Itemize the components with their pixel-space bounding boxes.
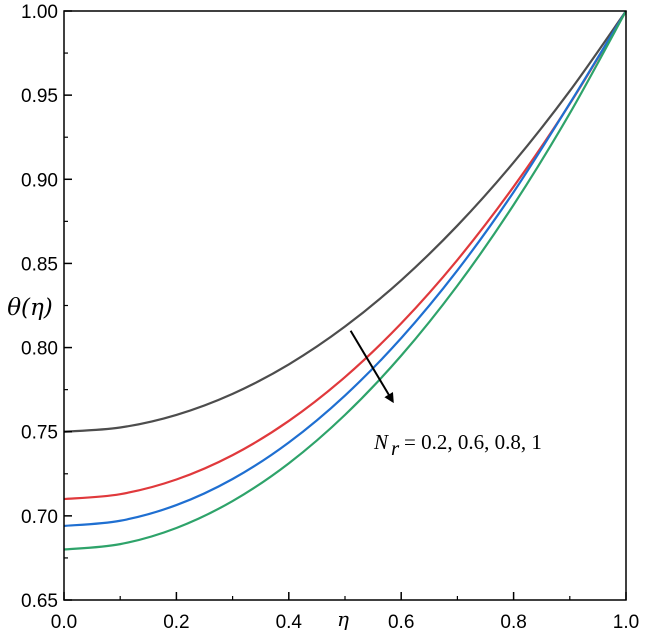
tick-marks: [63, 10, 627, 601]
x-tick-label: 1.0: [613, 612, 639, 633]
x-tick-label: 0.6: [388, 612, 414, 633]
x-tick-label: 0.2: [163, 612, 189, 633]
x-tick-label: 0.0: [51, 612, 77, 633]
y-tick-label: 0.95: [21, 86, 58, 107]
y-axis-title: θ(η): [7, 295, 53, 321]
series-layer: [63, 10, 627, 551]
annotation-arrow: [349, 330, 394, 404]
series-annotation: N r = 0.2, 0.6, 0.8, 1: [349, 330, 542, 460]
annotation-symbol: N: [373, 430, 389, 454]
y-tick-label: 0.90: [21, 170, 58, 191]
y-tick-label: 0.75: [21, 423, 58, 444]
y-tick-label: 0.65: [21, 591, 58, 612]
y-tick-label: 1.00: [21, 2, 58, 23]
axes: [63, 10, 627, 601]
y-tick-label: 0.80: [21, 339, 58, 360]
series-line-1: [63, 10, 627, 433]
annotation-text: = 0.2, 0.6, 0.8, 1: [404, 430, 542, 454]
series-line-2: [63, 10, 627, 501]
y-tick-label: 0.85: [21, 254, 58, 275]
y-tick-label: 0.70: [21, 507, 58, 528]
plot-frame: [63, 10, 627, 601]
series-line-4: [63, 10, 627, 551]
annotation-subscript: r: [391, 436, 400, 460]
tick-labels: 0.0 0.2 0.4 0.6 0.8 1.0 0.65 0.70 0.75 0.80 0.85 0.…: [21, 2, 639, 633]
x-tick-label: 0.4: [276, 612, 303, 633]
x-axis-title: η: [337, 607, 349, 631]
series-line-3: [63, 10, 627, 528]
x-tick-label: 0.8: [500, 612, 526, 633]
